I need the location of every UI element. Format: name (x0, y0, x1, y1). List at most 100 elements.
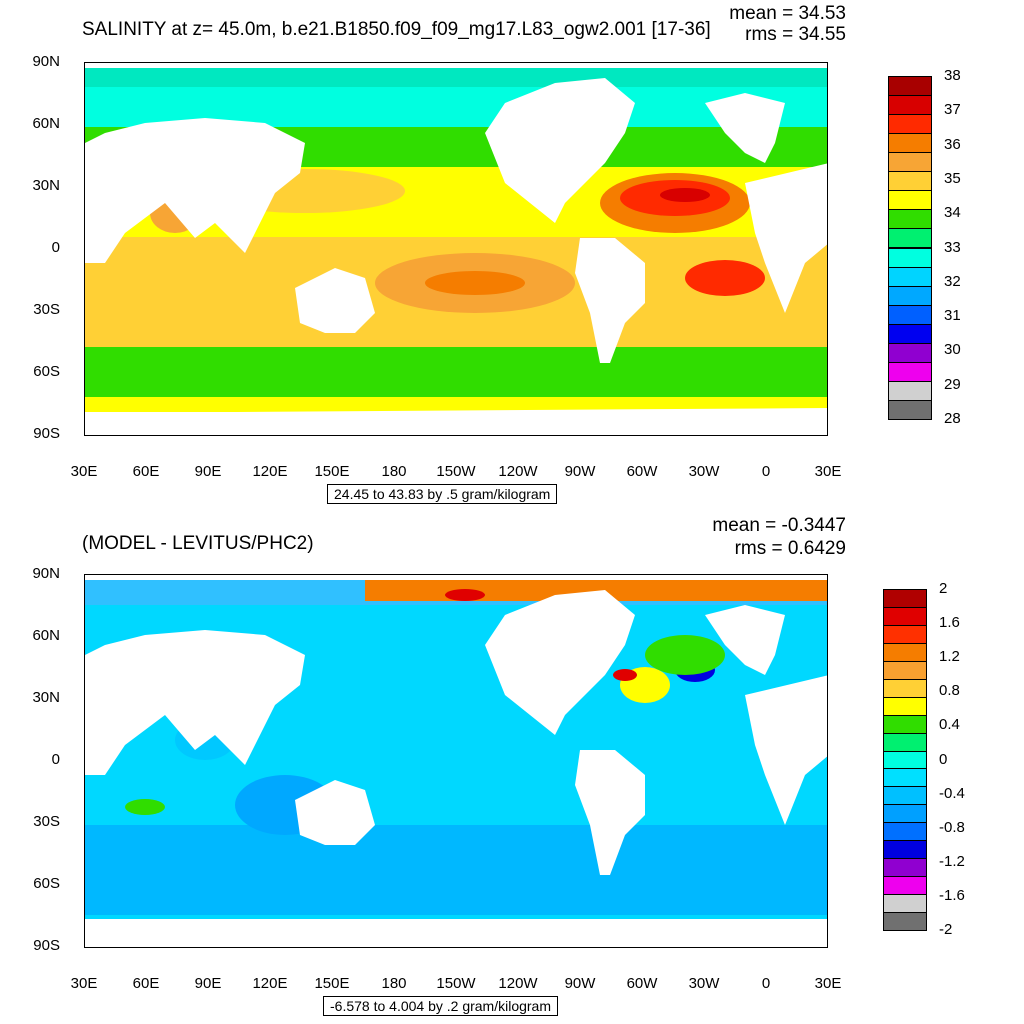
lon-label: 60W (626, 975, 658, 992)
panel-title: SALINITY at z= 45.0m, b.e21.B1850.f09_f0… (82, 19, 711, 40)
mean-value: mean = 34.53 (729, 3, 846, 24)
difference-map (84, 574, 828, 948)
lon-label: 60E (132, 463, 160, 480)
colorbar-swatch (888, 285, 932, 306)
colorbar-swatch (888, 133, 932, 154)
lon-label: 30E (70, 975, 98, 992)
colorbar-swatch (883, 768, 927, 788)
mean-value: mean = -0.3447 (712, 515, 846, 536)
colorbar: 2 1.6 1.2 0.8 0.4 0 -0.4 -0.8 -1.2 -1.6 -2 (883, 580, 965, 938)
lon-label: 30E (70, 463, 98, 480)
lon-label: 90E (194, 975, 222, 992)
panel-title: (MODEL - LEVITUS/PHC2) (82, 533, 314, 554)
lat-label: 90N (32, 565, 60, 582)
colorbar-label: 34 (944, 204, 961, 222)
colorbar-swatch (883, 642, 927, 662)
colorbar-swatch (883, 786, 927, 806)
lat-label: 90N (32, 53, 60, 70)
colorbar-label: 35 (944, 169, 961, 187)
colorbar-swatch (888, 380, 932, 401)
colorbar-swatch (888, 190, 932, 211)
colorbar-swatch (888, 266, 932, 287)
colorbar-label: 1.2 (939, 648, 960, 666)
lat-label: 90S (33, 937, 60, 954)
colorbar-swatch (883, 876, 927, 896)
colorbar-swatch (888, 399, 932, 420)
contour-range-label: 24.45 to 43.83 by .5 gram/kilogram (327, 484, 558, 504)
lat-label: 60S (33, 875, 60, 892)
colorbar-swatch (888, 95, 932, 116)
colorbar-swatch (883, 732, 927, 752)
lon-label: 120W (498, 975, 538, 992)
colorbar-swatch (883, 678, 927, 698)
colorbar-swatch (883, 858, 927, 878)
lon-label: 0 (761, 975, 771, 992)
colorbar-swatch (883, 696, 927, 716)
colorbar-label: 33 (944, 238, 961, 256)
lat-label: 60N (32, 115, 60, 132)
lon-label: 30E (814, 975, 842, 992)
lon-label: 60W (626, 463, 658, 480)
colorbar-label: 38 (944, 67, 961, 84)
colorbar-label: -0.8 (939, 818, 965, 836)
lat-label: 60N (32, 627, 60, 644)
colorbar-swatch (888, 323, 932, 344)
lat-label: 0 (51, 239, 60, 256)
colorbar-swatch (883, 589, 927, 608)
colorbar-label: 30 (944, 341, 961, 359)
colorbar-swatch (883, 822, 927, 842)
lon-label: 180 (381, 463, 407, 480)
colorbar-label: -2 (939, 921, 953, 938)
colorbar-swatch (888, 361, 932, 382)
lon-label: 0 (761, 463, 771, 480)
lon-label: 150W (436, 463, 476, 480)
colorbar-label: 2 (939, 580, 948, 597)
colorbar-swatch (888, 152, 932, 173)
colorbar-swatch (888, 342, 932, 363)
salinity-map-graphic (85, 63, 827, 435)
colorbar-swatch (888, 76, 932, 97)
colorbar-swatch (888, 171, 932, 192)
colorbar-label: -1.6 (939, 886, 965, 904)
colorbar-label: 28 (944, 410, 961, 427)
colorbar-label: -0.4 (939, 784, 965, 802)
lon-label: 150W (436, 975, 476, 992)
rms-value: rms = 34.55 (745, 24, 846, 45)
lon-label: 150E (314, 463, 350, 480)
colorbar-swatch (883, 714, 927, 734)
lon-label: 30W (688, 975, 720, 992)
lon-label: 90W (564, 463, 596, 480)
colorbar-swatch (888, 114, 932, 135)
colorbar-swatch (888, 247, 932, 268)
lon-label: 120E (252, 463, 288, 480)
colorbar-swatch (888, 304, 932, 325)
colorbar-label: 32 (944, 272, 961, 290)
colorbar-swatch (883, 660, 927, 680)
lon-label: 30W (688, 463, 720, 480)
lat-label: 30N (32, 689, 60, 706)
lon-label: 120E (252, 975, 288, 992)
colorbar-label: 0.8 (939, 682, 960, 700)
colorbar-swatch (883, 750, 927, 770)
colorbar-label: 29 (944, 375, 961, 393)
lat-label: 0 (51, 751, 60, 768)
lon-label: 60E (132, 975, 160, 992)
colorbar-swatch (883, 606, 927, 626)
colorbar-label: 31 (944, 307, 961, 325)
colorbar-swatch (883, 840, 927, 860)
colorbar-label: 36 (944, 135, 961, 153)
colorbar-swatch (883, 912, 927, 931)
lat-label: 30S (33, 813, 60, 830)
colorbar-label: 0.4 (939, 716, 960, 734)
lat-label: 90S (33, 425, 60, 442)
salinity-map (84, 62, 828, 436)
colorbar-swatch (883, 624, 927, 644)
colorbar: 38 37 36 35 34 33 32 31 30 29 28 (888, 67, 961, 427)
difference-map-graphic (85, 575, 827, 947)
lat-label: 30S (33, 301, 60, 318)
lon-label: 90W (564, 975, 596, 992)
colorbar-swatch (883, 804, 927, 824)
colorbar-label: 1.6 (939, 614, 960, 632)
lat-label: 30N (32, 177, 60, 194)
colorbar-swatch (883, 894, 927, 914)
